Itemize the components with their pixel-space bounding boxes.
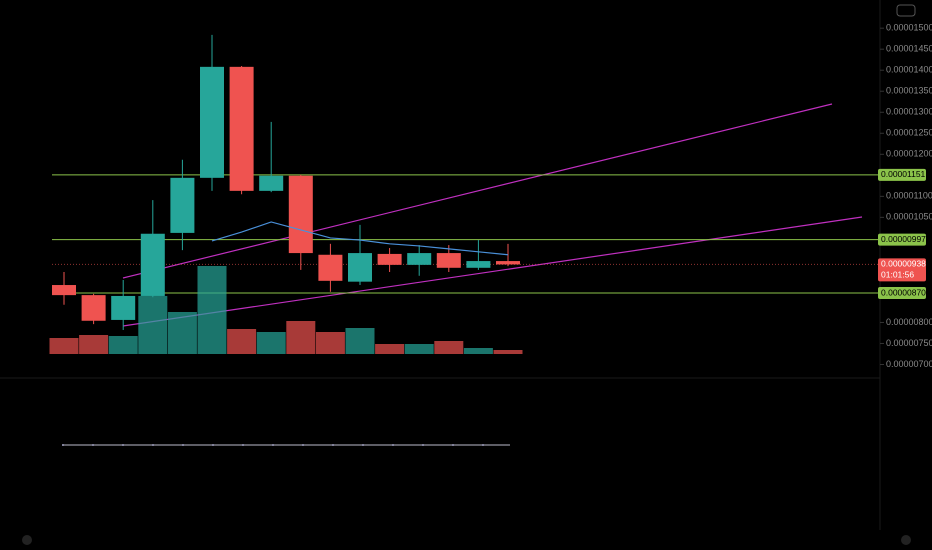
volume-bar <box>227 329 257 354</box>
y-tick-label: 0.00001300 <box>886 107 932 117</box>
volume-bar <box>345 328 375 354</box>
candle-body <box>170 177 195 233</box>
level-label: 0.00000870 <box>881 287 926 297</box>
volume-bar <box>493 350 523 354</box>
candle-body <box>81 295 106 321</box>
candle-body <box>200 66 224 178</box>
y-tick-label: 0.00001250 <box>886 128 932 138</box>
candle-body <box>496 261 520 265</box>
level-label: 0.00000997 <box>881 234 926 244</box>
candle-body <box>407 253 432 265</box>
level-tag <box>878 233 926 246</box>
last-price-tag <box>878 258 926 282</box>
y-tick-label: 0.00001400 <box>886 65 932 75</box>
volume-bar <box>138 296 168 354</box>
y-tick-label: 0.00000750 <box>886 338 932 348</box>
level-tag <box>878 168 926 181</box>
level-label: 0.00001151 <box>881 169 926 179</box>
volume-bar <box>375 344 405 354</box>
candle-body <box>229 66 254 191</box>
volume-bar <box>434 341 464 354</box>
candle-body <box>259 175 284 191</box>
candle-body <box>377 253 402 265</box>
y-tick-label: 0.00001200 <box>886 149 932 159</box>
volume-bar <box>286 321 316 354</box>
volume-bar <box>256 332 286 354</box>
volume-bar <box>315 332 345 354</box>
countdown: 01:01:56 <box>881 270 914 280</box>
candle-body <box>140 233 165 296</box>
candle-body <box>52 285 76 296</box>
volume-bar <box>108 336 138 354</box>
zoom-button[interactable] <box>22 535 32 545</box>
volume-bar <box>79 335 109 354</box>
candle-body <box>348 253 372 282</box>
settings-button[interactable] <box>896 4 916 17</box>
volume-bar <box>49 338 79 354</box>
volume-bar <box>463 348 493 354</box>
y-tick-label: 0.00001350 <box>886 86 932 96</box>
candle-body <box>111 295 136 320</box>
candle-body <box>466 261 491 268</box>
trend-line <box>122 216 863 327</box>
volume-bar <box>167 312 197 354</box>
y-tick-label: 0.00001050 <box>886 212 932 222</box>
y-tick-label: 0.00001450 <box>886 44 932 54</box>
auto-button[interactable] <box>901 535 911 545</box>
y-tick-label: 0.00001100 <box>886 191 932 201</box>
y-tick-label: 0.00000700 <box>886 359 932 369</box>
candle-body <box>288 175 313 254</box>
candle-body <box>318 254 343 281</box>
trend-line <box>122 103 833 279</box>
y-tick-label: 0.00001500 <box>886 23 932 33</box>
ema-line <box>211 221 509 256</box>
last-price-label: 0.00000938 <box>881 259 926 269</box>
volume-bar <box>197 266 227 354</box>
volume-bar <box>404 344 434 354</box>
y-tick-label: 0.00000800 <box>886 317 932 327</box>
level-tag <box>878 287 926 300</box>
candle-body <box>436 253 461 268</box>
